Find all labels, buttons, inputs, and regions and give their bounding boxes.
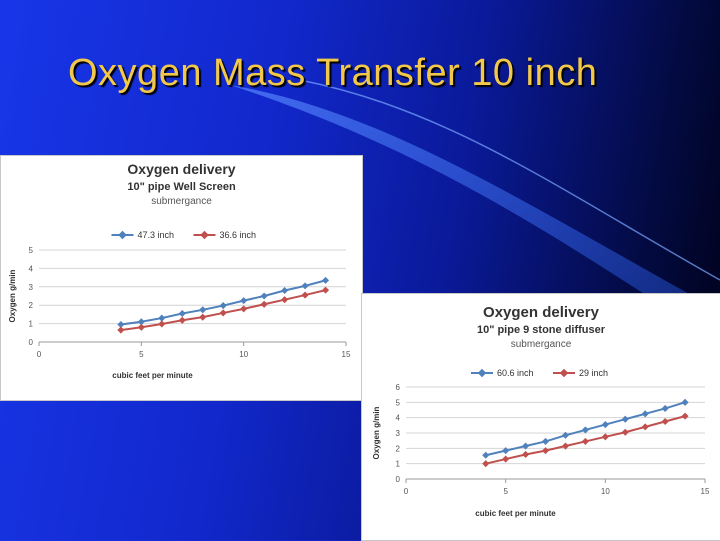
x-tick-label: 5 [139,350,144,359]
data-point [240,305,248,313]
chart-subtitle-2: submergance [511,339,572,350]
chart-subtitle: 10" pipe Well Screen [127,181,236,193]
chart-panel-well-screen: Oxygen delivery 10" pipe Well Screen subme… [0,155,363,401]
data-point [178,316,186,324]
y-tick-label: 5 [29,246,34,255]
x-tick-label: 15 [701,487,710,496]
data-point [502,447,510,455]
y-tick-label: 2 [29,301,34,310]
y-axis-label: Oxygen g/min [8,269,17,322]
data-point [621,428,629,436]
data-point [158,314,166,322]
data-point [661,404,669,413]
chart-title: Oxygen delivery [483,304,600,321]
x-tick-label: 10 [601,487,610,496]
data-point [219,309,227,317]
x-tick-label: 10 [239,350,248,359]
data-point [581,437,589,445]
data-point [681,412,689,420]
chart-well-screen: Oxygen delivery 10" pipe Well Screen subme… [8,161,351,380]
y-tick-label: 1 [29,320,34,329]
data-point [321,276,330,284]
data-point [581,426,589,434]
y-tick-label: 4 [396,414,401,423]
data-point [601,433,609,441]
legend-label: 29 inch [579,368,608,378]
data-point [281,286,289,295]
legend-label: 47.3 inch [138,230,175,240]
y-tick-label: 6 [396,383,401,392]
data-point [522,450,530,459]
legend-marker [118,230,127,240]
y-tick-label: 3 [29,283,34,292]
y-tick-label: 0 [29,338,34,347]
data-point [482,451,490,459]
x-tick-label: 15 [342,350,351,359]
slide-title: Oxygen Mass Transfer 10 inch [68,52,598,94]
data-point [117,326,125,334]
chart-panel-stone-diffuser: Oxygen delivery 10" pipe 9 stone diffuser… [361,293,720,541]
data-point [240,297,248,305]
chart-subtitle: 10" pipe 9 stone diffuser [477,324,606,336]
data-point [301,291,309,299]
data-point [641,410,649,418]
y-tick-label: 5 [396,398,401,407]
legend-marker [559,368,569,378]
x-tick-label: 0 [404,487,409,496]
data-point [219,302,227,310]
legend-label: 36.6 inch [220,230,257,240]
x-axis-label: cubic feet per minute [475,509,556,518]
chart-title: Oxygen delivery [127,161,235,177]
y-axis-label: Oxygen g/min [372,406,381,459]
legend-marker [200,230,209,240]
x-axis-label: cubic feet per minute [112,371,193,380]
x-tick-label: 5 [503,487,508,496]
y-tick-label: 0 [396,475,401,484]
data-point [681,398,689,406]
data-point [158,320,166,328]
x-tick-label: 0 [37,350,42,359]
legend-label: 60.6 inch [497,368,534,378]
data-point [482,460,490,468]
data-point [199,306,207,314]
data-point [137,323,145,331]
data-point [321,286,330,294]
data-point [281,296,289,304]
data-point [199,313,207,321]
data-point [260,292,268,300]
chart-subtitle-2: submergance [151,196,212,207]
y-tick-label: 1 [396,460,401,469]
data-point [641,423,649,431]
data-point [260,300,268,308]
y-tick-label: 3 [396,429,401,438]
data-point [621,415,629,423]
data-point [137,318,145,326]
legend-marker [477,368,487,378]
data-point [601,421,609,429]
data-point [178,309,186,318]
y-tick-label: 4 [29,264,34,273]
data-point [661,417,669,426]
data-point [541,447,550,455]
data-point [502,455,510,463]
data-point [301,282,309,290]
data-point [541,437,550,445]
y-tick-label: 2 [396,444,401,453]
chart-stone-diffuser: Oxygen delivery 10" pipe 9 stone diffuser… [372,304,710,518]
